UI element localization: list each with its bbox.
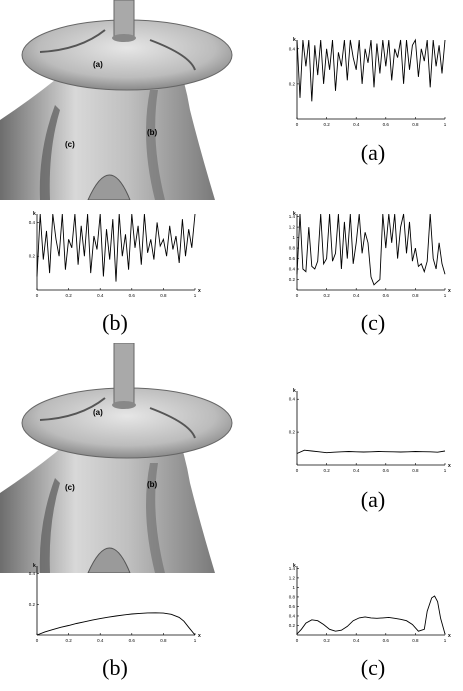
- chart-top-b: 0 0.2 0.4 0.6 0.8 1 0.2 0.4 k x: [29, 211, 201, 298]
- x-tick-label: 1: [444, 293, 447, 298]
- y-tick-label: 0.4: [289, 397, 296, 402]
- x-tick-label: 0: [296, 293, 299, 298]
- x-tick-label: 0: [36, 293, 39, 298]
- x-axis-label: x: [448, 633, 451, 639]
- y-tick-label: 0.6: [289, 256, 296, 261]
- x-axis-label: x: [448, 288, 451, 294]
- y-tick-label: 0.4: [29, 220, 36, 225]
- caption-bottom-b: (b): [102, 655, 128, 680]
- x-tick-label: 1: [444, 122, 447, 127]
- y-axis-label: k: [293, 388, 296, 394]
- x-tick-label: 1: [444, 638, 447, 643]
- render-label-b: (b): [147, 128, 158, 137]
- x-tick-label: 0.4: [97, 293, 104, 298]
- x-tick-label: 0.8: [412, 293, 419, 298]
- y-tick-label: 0.4: [289, 46, 296, 51]
- y-tick-label: 1: [292, 235, 295, 240]
- x-tick-label: 0.2: [323, 468, 330, 473]
- caption-bottom-c: (c): [360, 655, 386, 680]
- x-tick-label: 0.4: [353, 122, 360, 127]
- x-tick-label: 0.4: [353, 293, 360, 298]
- y-tick-label: 0.4: [289, 267, 296, 272]
- chart-top-c: 0 0.2 0.4 0.6 0.8 1 0.2 0.4 0.6 0.8 1 1.2 1.4k x: [289, 211, 451, 298]
- x-tick-label: 0.8: [412, 468, 419, 473]
- x-tick-label: 0.8: [160, 638, 167, 643]
- chart-bottom-a: 0 0.2 0.4 0.6 0.8 1 0.2 0.4 k x: [289, 388, 451, 473]
- series-line: [296, 213, 446, 286]
- x-tick-label: 0.8: [412, 638, 419, 643]
- series-line: [296, 38, 446, 102]
- x-axis-label: x: [198, 288, 201, 294]
- y-tick-label: 1.4: [289, 566, 296, 571]
- y-tick-label: 1.4: [289, 214, 296, 219]
- x-tick-label: 0: [296, 122, 299, 127]
- x-tick-label: 0.2: [65, 293, 72, 298]
- x-tick-label: 1: [194, 293, 197, 298]
- y-tick-label: 0.2: [29, 254, 36, 259]
- x-tick-label: 0.2: [65, 638, 72, 643]
- x-tick-label: 0.2: [323, 638, 330, 643]
- caption-bottom-a: (a): [360, 487, 386, 512]
- chart-bottom-b: 0 0.2 0.4 0.6 0.8 1 0.2 0.4 k x: [29, 563, 201, 643]
- x-tick-label: 0.2: [323, 122, 330, 127]
- y-tick-label: 0.4: [29, 571, 36, 576]
- x-tick-label: 0: [296, 468, 299, 473]
- series-line: [36, 213, 196, 282]
- vase-render-bottom: (a) (b) (c): [0, 342, 236, 574]
- x-axis-label: x: [448, 463, 451, 469]
- x-tick-label: 0.6: [383, 122, 390, 127]
- x-tick-label: 0.6: [129, 293, 136, 298]
- x-tick-label: 0: [36, 638, 39, 643]
- x-tick-label: 0.8: [160, 293, 167, 298]
- y-axis-label: k: [293, 37, 296, 43]
- y-tick-label: 0.2: [289, 623, 296, 628]
- x-tick-label: 0.4: [97, 638, 104, 643]
- y-tick-label: 0.2: [289, 81, 296, 86]
- x-tick-label: 1: [194, 638, 197, 643]
- series-line: [36, 612, 196, 636]
- y-tick-label: 0.6: [289, 604, 296, 609]
- y-tick-label: 0.8: [289, 594, 296, 599]
- series-line: [296, 595, 446, 635]
- y-axis-label: k: [293, 563, 296, 569]
- x-tick-label: 1: [444, 468, 447, 473]
- x-tick-label: 0.6: [129, 638, 136, 643]
- caption-top-b: (b): [102, 310, 128, 335]
- chart-top-a: 0 0.2 0.4 0.6 0.8 1 0.2 0.4 k: [289, 37, 447, 127]
- series-line: [296, 449, 446, 454]
- x-tick-label: 0.6: [383, 468, 390, 473]
- x-tick-label: 0.2: [323, 293, 330, 298]
- y-tick-label: 0.2: [289, 430, 296, 435]
- caption-top-a: (a): [360, 140, 386, 165]
- render-label-a: (a): [93, 408, 103, 417]
- x-tick-label: 0.8: [412, 122, 419, 127]
- x-tick-label: 0.4: [353, 638, 360, 643]
- vase-render-top: (a) (b) (c): [0, 0, 236, 201]
- x-tick-label: 0.6: [383, 293, 390, 298]
- y-tick-label: 0.8: [289, 246, 296, 251]
- x-axis-label: x: [198, 633, 201, 639]
- y-tick-label: 0.4: [289, 613, 296, 618]
- y-tick-label: 1.2: [289, 225, 296, 230]
- x-tick-label: 0: [296, 638, 299, 643]
- y-axis-label: k: [293, 211, 296, 217]
- y-tick-label: 1: [292, 585, 295, 590]
- x-tick-label: 0.6: [383, 638, 390, 643]
- y-tick-label: 0.2: [289, 277, 296, 282]
- render-label-c: (c): [65, 140, 75, 149]
- caption-top-c: (c): [360, 310, 386, 335]
- y-axis-label: k: [33, 211, 36, 217]
- x-tick-label: 0.4: [353, 468, 360, 473]
- y-axis-label: k: [33, 563, 36, 569]
- render-label-a: (a): [93, 60, 103, 69]
- chart-bottom-c: 0 0.2 0.4 0.6 0.8 1 0.2 0.4 0.6 0.8 1 1.2 1.4k x: [289, 563, 451, 643]
- y-tick-label: 0.2: [29, 602, 36, 607]
- y-tick-label: 1.2: [289, 575, 296, 580]
- render-label-c: (c): [65, 483, 75, 492]
- render-label-b: (b): [147, 480, 158, 489]
